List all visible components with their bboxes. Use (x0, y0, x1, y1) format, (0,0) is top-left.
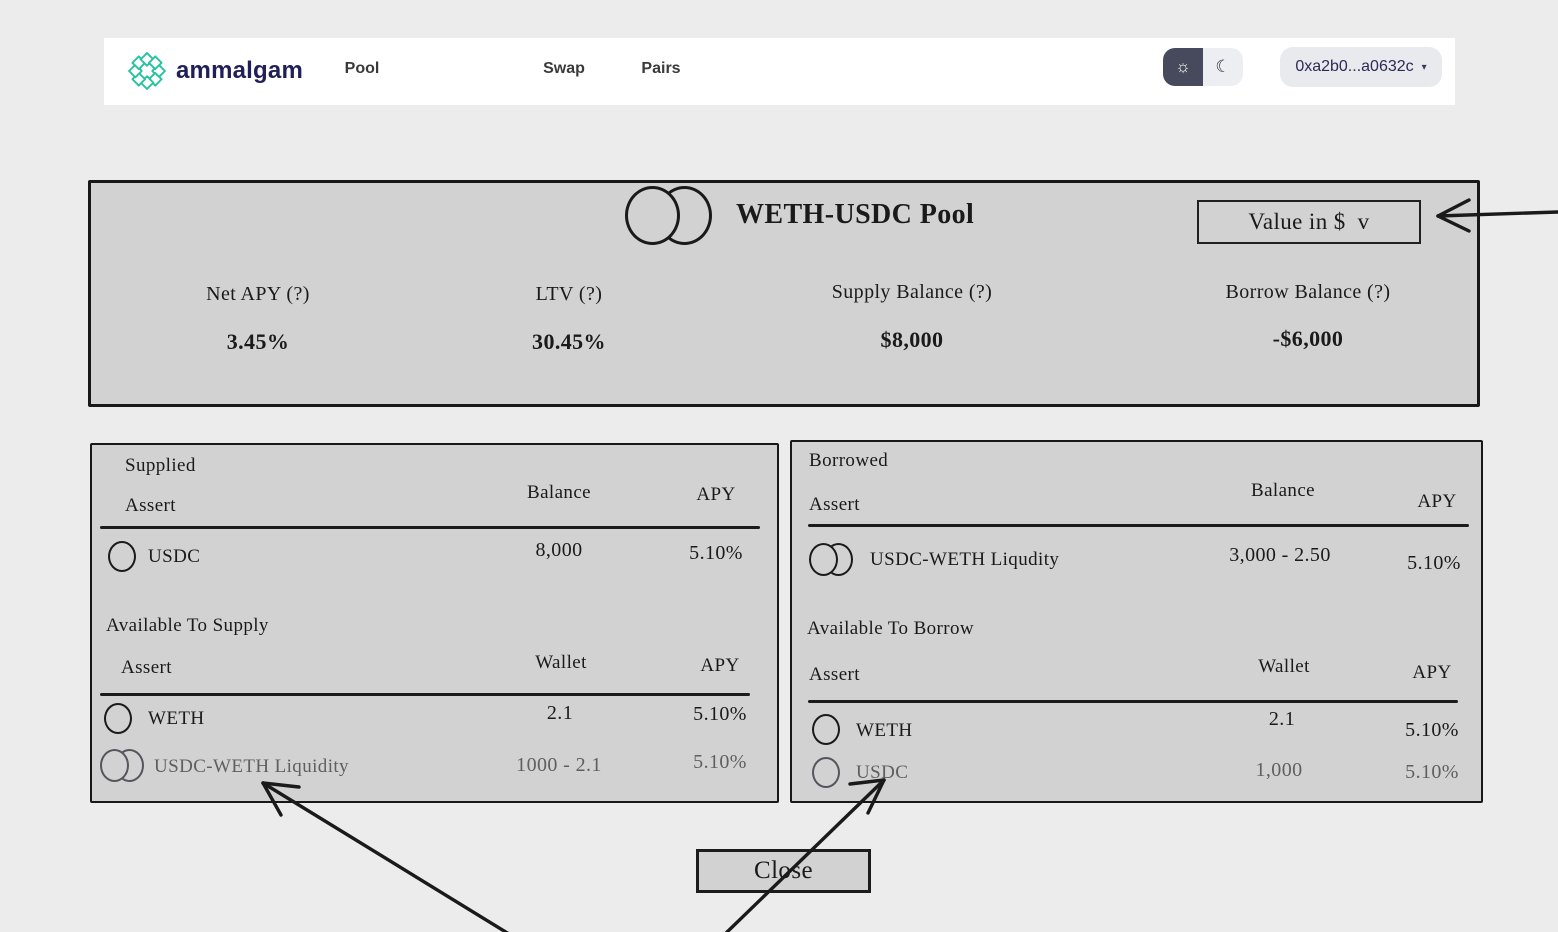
wallet-address-button[interactable]: 0xa2b0...a0632c ▾ (1280, 47, 1442, 87)
borrow-balance-label: Borrow Balance (?) (1225, 281, 1391, 303)
moon-icon: ☾ (1215, 57, 1231, 76)
asset-apy: 5.10% (1407, 552, 1461, 574)
asset-balance: 3,000 - 2.50 (1229, 544, 1331, 566)
ats-col-apy: APY (700, 655, 740, 676)
borrowed-col-balance: Balance (1251, 480, 1315, 501)
atb-col-apy: APY (1412, 662, 1452, 683)
theme-toggle: ☼ ☾ (1163, 48, 1243, 86)
asset-apy: 5.10% (693, 751, 747, 773)
borrowed-row-usdc-weth-liquidity[interactable]: USDC-WETH Liqudity 3,000 - 2.50 5.10% (792, 442, 1481, 576)
asset-name: USDC-WETH Liqudity (870, 549, 1060, 570)
weth-coin-icon (104, 703, 132, 734)
asset-wallet: 2.1 (546, 702, 574, 724)
divider (100, 693, 750, 696)
available-to-borrow-title: Available To Borrow (807, 618, 975, 639)
borrowed-col-apy: APY (1417, 491, 1457, 512)
supply-balance-label: Supply Balance (?) (831, 281, 993, 303)
nav-link-pairs[interactable]: Pairs (641, 60, 681, 77)
supplied-col-balance: Balance (527, 482, 591, 503)
asset-name: USDC-WETH Liquidity (154, 756, 349, 777)
usdc-weth-pair-icon (100, 749, 146, 782)
usdc-weth-pair-icon (809, 543, 855, 576)
weth-coin-icon (812, 714, 840, 745)
asset-name: USDC (856, 762, 909, 783)
close-button-label: Close (754, 857, 813, 884)
close-button[interactable]: Close (696, 849, 871, 893)
net-apy-value: 3.45% (226, 329, 290, 354)
brand-name: ammalgam (176, 57, 303, 84)
asset-apy: 5.10% (689, 542, 743, 564)
supplied-title: Supplied (125, 455, 196, 476)
nav-link-swap[interactable]: Swap (543, 60, 585, 77)
ats-col-wallet: Wallet (535, 652, 587, 673)
liquidity-row-annotation-arrow (261, 781, 509, 932)
asset-name: WETH (856, 720, 913, 741)
supplied-col-asset: Assert (125, 495, 176, 516)
ammalgam-logo-icon (128, 52, 166, 90)
supplied-col-apy: APY (696, 484, 736, 505)
net-apy-label: Net APY (?) (206, 283, 310, 305)
pool-title: WETH-USDC Pool (736, 199, 975, 230)
asset-balance: 8,000 (535, 539, 583, 561)
asset-wallet: 1,000 (1255, 759, 1303, 781)
ltv-value: 30.45% (532, 329, 606, 354)
divider (100, 526, 760, 529)
asset-apy: 5.10% (693, 703, 747, 725)
value-currency-selector[interactable]: Value in $ v (1197, 200, 1421, 244)
ats-col-asset: Assert (121, 657, 172, 678)
borrowed-panel: Borrowed Assert Balance APY USDC-WETH Li… (790, 440, 1483, 803)
borrow-balance-value: -$6,000 (1272, 326, 1344, 351)
divider (808, 700, 1458, 703)
asset-wallet: 1000 - 2.1 (516, 754, 602, 776)
dropdown-caret-icon: v (1357, 209, 1370, 234)
sun-icon: ☼ (1175, 57, 1191, 76)
nav-link-pool[interactable]: Pool (344, 60, 380, 77)
asset-wallet: 2.1 (1268, 708, 1296, 730)
navbar: ammalgam Pool Swap Pairs ☼ ☾ 0xa2b0...a0… (104, 38, 1455, 105)
divider (808, 524, 1469, 527)
usdc-coin-icon (812, 757, 840, 788)
borrowed-title: Borrowed (809, 450, 889, 471)
weth-usdc-pair-icon (625, 186, 713, 245)
usdc-coin-icon (108, 541, 136, 572)
dark-mode-button[interactable]: ☾ (1203, 48, 1243, 86)
asset-name: USDC (148, 546, 201, 567)
wallet-address: 0xa2b0...a0632c (1295, 58, 1414, 75)
supply-balance-value: $8,000 (880, 327, 944, 352)
asset-name: WETH (148, 708, 205, 729)
light-mode-button[interactable]: ☼ (1163, 48, 1203, 86)
chevron-down-icon: ▾ (1421, 61, 1427, 73)
atb-col-asset: Assert (809, 664, 860, 685)
atb-col-wallet: Wallet (1258, 656, 1310, 677)
supplied-panel: Supplied Assert Balance APY USDC 8,000 5… (90, 443, 779, 803)
pool-summary-card: WETH-USDC Pool Value in $ v Net APY (?) … (88, 180, 1480, 407)
ltv-label: LTV (?) (535, 283, 603, 305)
asset-apy: 5.10% (1405, 761, 1459, 783)
asset-apy: 5.10% (1405, 719, 1459, 741)
ats-row-usdc-weth-liquidity[interactable]: USDC-WETH Liquidity 1000 - 2.1 5.10% (92, 445, 777, 782)
value-selector-label: Value in $ (1248, 209, 1346, 234)
borrowed-col-asset: Assert (809, 494, 860, 515)
brand-logo[interactable]: ammalgam (128, 52, 303, 90)
available-to-supply-title: Available To Supply (106, 615, 269, 636)
